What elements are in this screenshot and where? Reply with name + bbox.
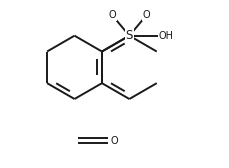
Text: O: O [110, 136, 118, 146]
Text: O: O [143, 10, 150, 20]
Text: OH: OH [158, 31, 173, 41]
Text: S: S [126, 29, 133, 42]
Text: O: O [108, 10, 116, 20]
